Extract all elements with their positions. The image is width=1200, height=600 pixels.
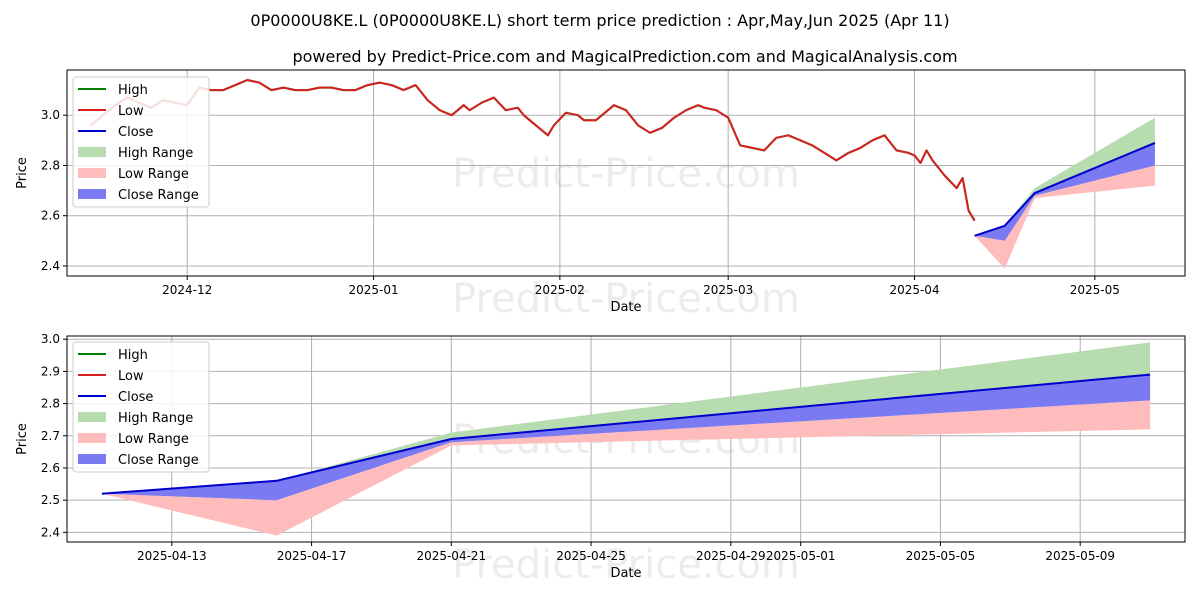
watermark-text-lower: Predict-Price.com bbox=[452, 542, 800, 588]
chart-subtitle: powered by Predict-Price.com and Magical… bbox=[292, 47, 957, 66]
y-tick-label: 2.8 bbox=[41, 158, 60, 172]
high-range-area bbox=[974, 117, 1155, 236]
legend-label-low: Low bbox=[118, 104, 144, 119]
y-tick-label: 3.0 bbox=[41, 332, 60, 346]
y-tick-label: 2.4 bbox=[41, 525, 60, 539]
legend-swatch-high-range bbox=[78, 412, 106, 422]
legend-label-low: Low bbox=[118, 369, 144, 384]
x-tick-label: 2025-04 bbox=[889, 283, 939, 297]
y-tick-label: 2.8 bbox=[41, 397, 60, 411]
legend-swatch-low-range bbox=[78, 433, 106, 443]
x-tick-label: 2025-04-29 bbox=[696, 549, 766, 563]
x-tick-label: 2025-05 bbox=[1070, 283, 1120, 297]
watermark-text-lower: Predict-Price.com bbox=[452, 276, 800, 322]
chart-title: 0P0000U8KE.L (0P0000U8KE.L) short term p… bbox=[250, 11, 949, 30]
x-tick-label: 2024-12 bbox=[162, 283, 212, 297]
x-axis-label: Date bbox=[610, 300, 641, 315]
y-tick-label: 2.6 bbox=[41, 461, 60, 475]
legend-label-close-range: Close Range bbox=[118, 188, 199, 203]
x-tick-label: 2025-04-17 bbox=[277, 549, 347, 563]
legend-label-close: Close bbox=[118, 390, 153, 405]
high-range-area bbox=[101, 342, 1151, 494]
x-tick-label: 2025-04-21 bbox=[416, 549, 486, 563]
legend: High Low Close High Range Low Range Close Ran… bbox=[72, 341, 210, 473]
legend-swatch-close-range bbox=[78, 454, 106, 464]
y-tick-label: 2.4 bbox=[41, 259, 60, 273]
plot-frame bbox=[66, 69, 1186, 277]
close-range-area bbox=[101, 374, 1151, 501]
bottom-chart-panel: Predict-Price.comPredict-Price.com2025-0… bbox=[15, 332, 1186, 588]
legend-label-low-range: Low Range bbox=[118, 432, 189, 447]
close-forecast-line bbox=[974, 141, 1156, 237]
legend-box bbox=[72, 76, 210, 208]
y-tick-label: 2.9 bbox=[41, 364, 60, 378]
y-axis-label: Price bbox=[15, 423, 30, 455]
legend-label-high-range: High Range bbox=[118, 411, 193, 426]
legend-label-close-range: Close Range bbox=[118, 453, 199, 468]
low-range-area bbox=[974, 165, 1155, 269]
x-tick-label: 2025-05-05 bbox=[906, 549, 976, 563]
x-tick-label: 2025-01 bbox=[348, 283, 398, 297]
close-forecast-line bbox=[101, 373, 1151, 495]
x-tick-label: 2025-05-09 bbox=[1045, 549, 1115, 563]
watermark-text: Predict-Price.com bbox=[452, 151, 800, 197]
x-axis-label: Date bbox=[610, 566, 641, 581]
x-tick-label: 2025-04-13 bbox=[137, 549, 207, 563]
y-tick-label: 3.0 bbox=[41, 108, 60, 122]
legend-label-high: High bbox=[118, 348, 148, 363]
legend-label-low-range: Low Range bbox=[118, 167, 189, 182]
x-tick-label: 2025-05-01 bbox=[766, 549, 836, 563]
x-tick-label: 2025-02 bbox=[535, 283, 585, 297]
legend: High Low Close High Range Low Range Close Ran… bbox=[72, 76, 210, 208]
legend-label-close: Close bbox=[118, 125, 153, 140]
y-axis-label: Price bbox=[15, 157, 30, 189]
plot-frame bbox=[66, 335, 1186, 543]
legend-swatch-high-range bbox=[78, 147, 106, 157]
y-tick-label: 2.7 bbox=[41, 429, 60, 443]
y-tick-label: 2.6 bbox=[41, 209, 60, 223]
legend-label-high: High bbox=[118, 83, 148, 98]
top-chart-panel: Predict-Price.com Predict-Price.com 2024-1… bbox=[15, 69, 1186, 322]
low-price-line bbox=[90, 79, 976, 222]
low-range-area bbox=[101, 400, 1151, 536]
legend-swatch-close-range bbox=[78, 189, 106, 199]
x-tick-label: 2025-04-25 bbox=[556, 549, 626, 563]
legend-box bbox=[72, 341, 210, 473]
y-tick-label: 2.5 bbox=[41, 493, 60, 507]
legend-swatch-low-range bbox=[78, 168, 106, 178]
legend-label-high-range: High Range bbox=[118, 146, 193, 161]
close-range-area bbox=[974, 142, 1155, 241]
x-tick-label: 2025-03 bbox=[703, 283, 753, 297]
